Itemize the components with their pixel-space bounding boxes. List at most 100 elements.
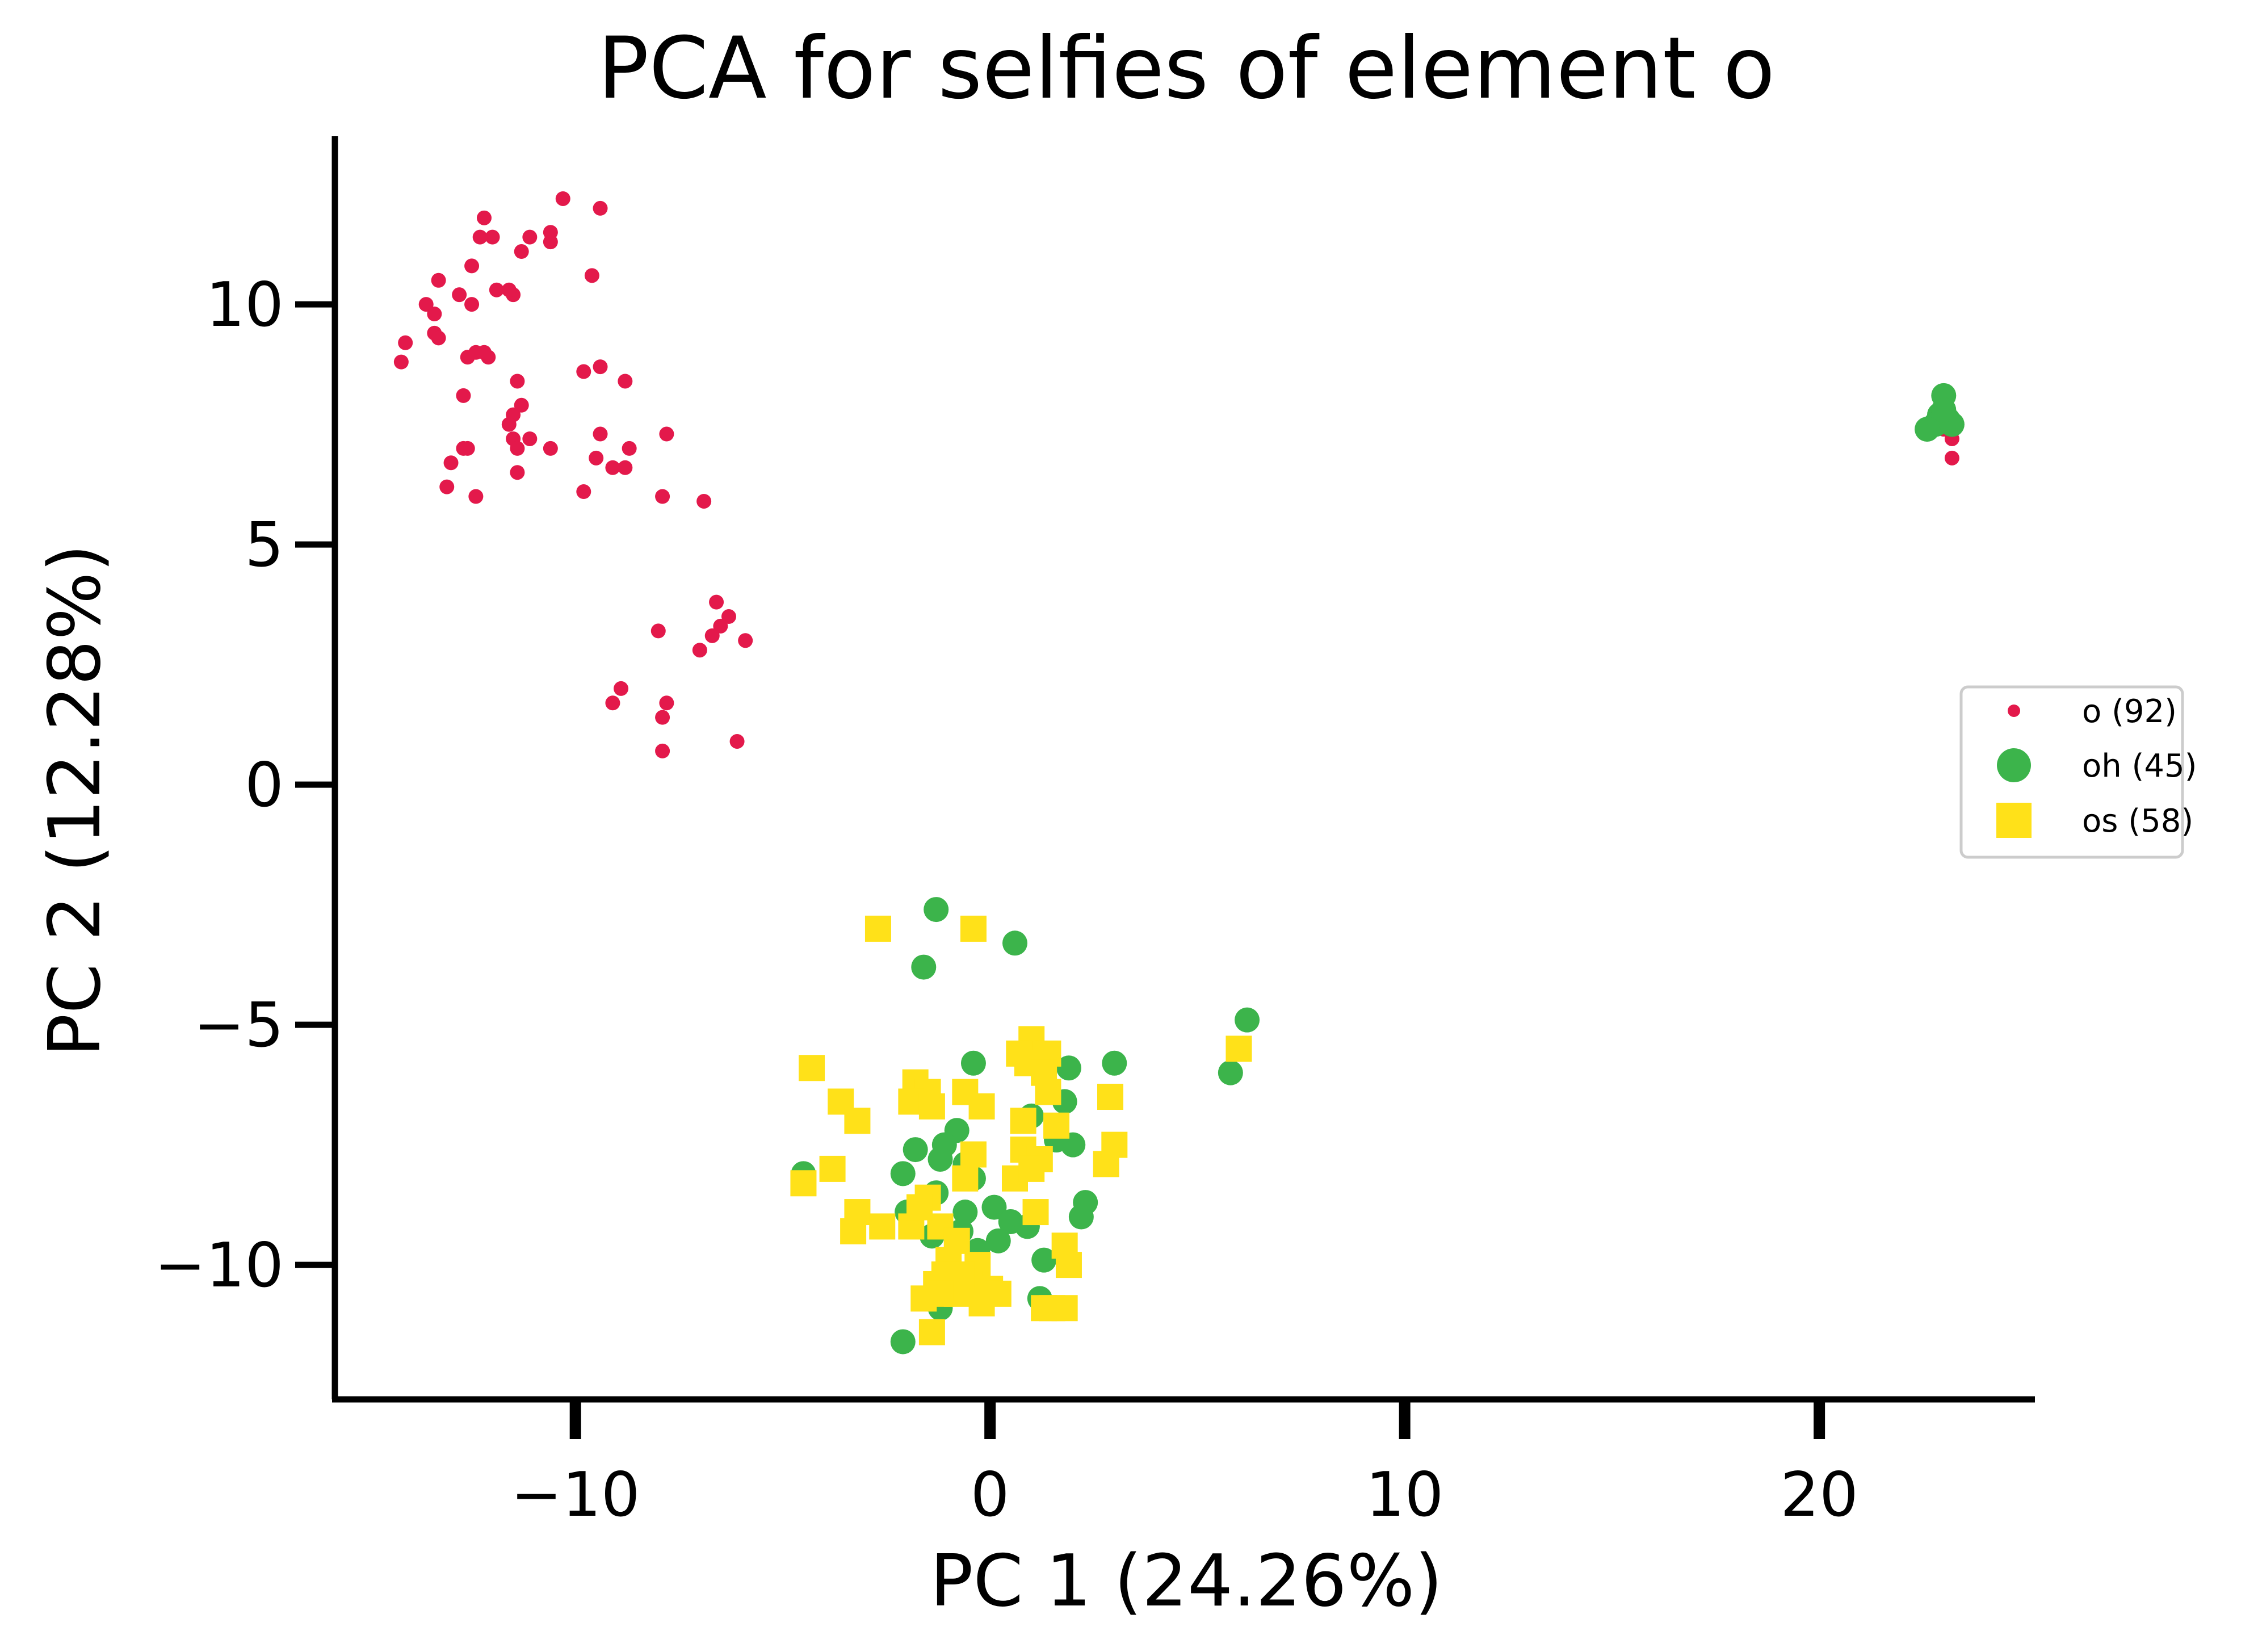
chart-title: PCA for selfies of element o bbox=[598, 19, 1775, 118]
o-point bbox=[605, 460, 620, 475]
axes: −10 0 10 20 −10 −5 0 5 10 bbox=[154, 136, 2035, 1531]
o-point bbox=[472, 229, 488, 245]
legend-label: o (92) bbox=[2082, 693, 2177, 730]
o-point bbox=[622, 441, 637, 456]
os-point bbox=[1035, 1079, 1061, 1105]
os-point bbox=[927, 1280, 954, 1307]
o-point bbox=[476, 345, 492, 360]
os-point bbox=[1055, 1252, 1082, 1278]
oh-point bbox=[890, 1161, 916, 1186]
o-point bbox=[655, 710, 670, 725]
legend-marker-os bbox=[1996, 803, 2032, 838]
x-tick-label: 0 bbox=[971, 1460, 1010, 1531]
o-point bbox=[501, 417, 517, 432]
o-point bbox=[510, 374, 525, 389]
o-point bbox=[510, 441, 525, 456]
os-point bbox=[844, 1108, 871, 1134]
o-point bbox=[452, 287, 467, 303]
oh-point bbox=[1068, 1204, 1094, 1230]
o-point bbox=[501, 282, 517, 297]
o-point bbox=[431, 330, 446, 346]
os-point bbox=[869, 1213, 896, 1240]
oh-point bbox=[1102, 1050, 1127, 1076]
o-point bbox=[584, 268, 599, 283]
o-point bbox=[464, 258, 480, 274]
o-point bbox=[468, 489, 484, 504]
os-point bbox=[864, 915, 891, 942]
os-point bbox=[790, 1170, 817, 1197]
os-point bbox=[1018, 1155, 1045, 1182]
o-point bbox=[593, 359, 608, 375]
o-point bbox=[618, 460, 633, 475]
os-point bbox=[968, 1093, 995, 1119]
o-point bbox=[443, 455, 459, 471]
oh-point bbox=[927, 1146, 953, 1172]
o-point bbox=[398, 335, 413, 350]
o-point bbox=[1944, 450, 1959, 466]
o-point bbox=[696, 493, 712, 509]
os-point bbox=[952, 1165, 979, 1192]
o-point bbox=[514, 244, 529, 259]
o-point bbox=[593, 426, 608, 442]
oh-point bbox=[1915, 417, 1940, 442]
os-point bbox=[1043, 1112, 1070, 1139]
o-point bbox=[522, 229, 538, 245]
o-point bbox=[650, 623, 666, 639]
o-point bbox=[489, 282, 504, 297]
o-point bbox=[543, 441, 558, 456]
oh-point bbox=[981, 1194, 1007, 1220]
o-point bbox=[659, 695, 674, 711]
os-point bbox=[906, 1194, 933, 1221]
o-point bbox=[618, 374, 633, 389]
o-point bbox=[439, 479, 455, 494]
o-point bbox=[485, 229, 500, 245]
o-point bbox=[709, 594, 724, 610]
os-point bbox=[799, 1055, 825, 1081]
o-point bbox=[393, 354, 409, 370]
o-point bbox=[614, 681, 629, 696]
o-point bbox=[460, 350, 475, 365]
o-point bbox=[431, 272, 446, 288]
oh-point bbox=[890, 1329, 916, 1355]
os-point bbox=[1225, 1035, 1252, 1062]
o-point bbox=[655, 489, 670, 504]
o-point bbox=[655, 743, 670, 758]
o-point bbox=[721, 609, 736, 624]
o-point bbox=[576, 484, 591, 500]
oh-point bbox=[924, 897, 949, 923]
os-point bbox=[985, 1280, 1012, 1307]
oh-point bbox=[1002, 930, 1027, 956]
y-tick-label: −10 bbox=[154, 1230, 284, 1301]
oh-point bbox=[1056, 1055, 1081, 1081]
o-point bbox=[514, 397, 529, 413]
legend-label: oh (45) bbox=[2082, 748, 2197, 785]
oh-point bbox=[952, 1200, 978, 1225]
legend-marker-oh bbox=[1997, 748, 2031, 782]
o-point bbox=[659, 426, 674, 442]
o-point bbox=[456, 388, 471, 403]
o-point bbox=[576, 364, 591, 379]
y-tick-label: 10 bbox=[206, 270, 284, 341]
os-point bbox=[1039, 1295, 1065, 1322]
legend-marker-o bbox=[2008, 705, 2020, 717]
y-tick-label: −5 bbox=[194, 990, 284, 1061]
o-point bbox=[522, 431, 538, 446]
o-point bbox=[713, 618, 728, 634]
o-point bbox=[418, 297, 434, 312]
data-points-layer bbox=[393, 191, 1965, 1355]
oh-point bbox=[1235, 1007, 1260, 1033]
os-point bbox=[819, 1155, 846, 1182]
os-point bbox=[1097, 1084, 1124, 1110]
o-point bbox=[605, 695, 620, 711]
oh-point bbox=[1931, 397, 1957, 423]
o-point bbox=[543, 234, 558, 250]
oh-point bbox=[960, 1050, 986, 1076]
os-point bbox=[1010, 1108, 1036, 1134]
o-point bbox=[704, 628, 720, 643]
os-point bbox=[960, 1141, 987, 1168]
oh-point bbox=[985, 1228, 1011, 1253]
x-tick-label: 20 bbox=[1780, 1460, 1858, 1531]
os-point bbox=[918, 1093, 945, 1119]
